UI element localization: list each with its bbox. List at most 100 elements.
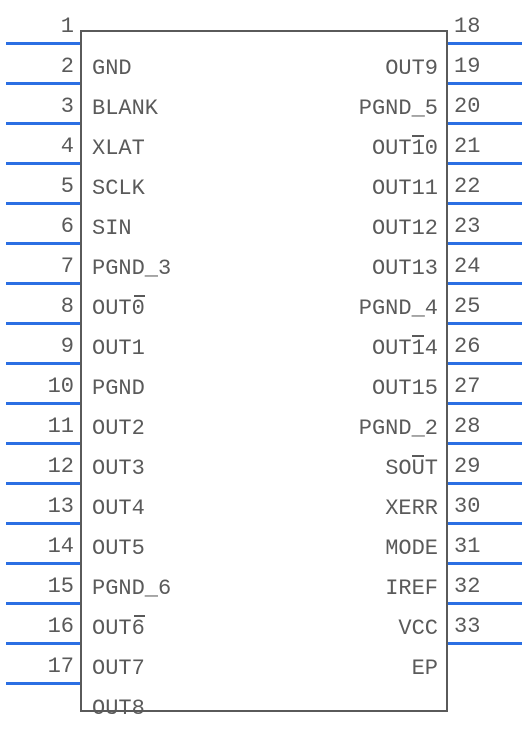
pin-label: XERR (384, 496, 438, 521)
pin-lead (448, 242, 522, 245)
overline (134, 615, 146, 617)
pin-number: 27 (454, 374, 480, 399)
pin-lead (6, 282, 80, 285)
pin-label: SCLK (92, 176, 145, 201)
pin-label: SOUT (384, 456, 438, 481)
pin-lead (6, 322, 80, 325)
pin-label: PGND_2 (357, 416, 438, 441)
pin-label: OUT2 (92, 416, 145, 441)
pin-label: EP (411, 656, 438, 681)
pin-number: 30 (454, 494, 480, 519)
pin-number: 13 (48, 494, 74, 519)
pin-number: 26 (454, 334, 480, 359)
pin-label: OUT3 (92, 456, 145, 481)
pin-number: 33 (454, 614, 480, 639)
pin-label: PGND (92, 376, 145, 401)
pin-lead (6, 522, 80, 525)
pin-lead (448, 282, 522, 285)
pin-number: 1 (61, 14, 74, 39)
pin-label: PGND_4 (357, 296, 438, 321)
pin-label: OUT7 (92, 656, 145, 681)
pin-lead (6, 402, 80, 405)
overline (412, 455, 424, 457)
pin-number: 7 (61, 254, 74, 279)
pin-label: PGND_6 (92, 576, 171, 601)
pin-lead (448, 322, 522, 325)
pin-number: 21 (454, 134, 480, 159)
pin-label: MODE (384, 536, 438, 561)
chip-body (80, 30, 448, 712)
pin-label: OUT4 (92, 496, 145, 521)
pin-number: 29 (454, 454, 480, 479)
pin-label: OUT15 (371, 376, 439, 401)
pin-number: 6 (61, 214, 74, 239)
pin-lead (6, 482, 80, 485)
pin-number: 2 (61, 54, 74, 79)
pin-number: 17 (48, 654, 74, 679)
pin-lead (6, 82, 80, 85)
pin-label: OUT13 (371, 256, 439, 281)
pin-label: PGND_5 (357, 96, 438, 121)
pin-label: XLAT (92, 136, 145, 161)
pin-label: OUT8 (92, 696, 145, 721)
pin-lead (6, 562, 80, 565)
pin-lead (448, 162, 522, 165)
pin-label: OUT1 (92, 336, 145, 361)
ic-pinout-diagram: { "canvas": { "width": 528, "height": 73… (0, 0, 528, 732)
pin-number: 24 (454, 254, 480, 279)
pin-lead (6, 162, 80, 165)
pin-number: 5 (61, 174, 74, 199)
pin-label: IREF (384, 576, 438, 601)
pin-lead (6, 682, 80, 685)
pin-lead (448, 402, 522, 405)
pin-lead (6, 122, 80, 125)
pin-number: 18 (454, 14, 480, 39)
pin-number: 8 (61, 294, 74, 319)
pin-lead (6, 242, 80, 245)
pin-lead (448, 482, 522, 485)
overline (412, 135, 424, 137)
pin-label: OUT14 (371, 336, 439, 361)
pin-number: 32 (454, 574, 480, 599)
overline (134, 295, 146, 297)
pin-label: OUT10 (371, 136, 439, 161)
pin-number: 10 (48, 374, 74, 399)
pin-label: OUT12 (371, 216, 439, 241)
pin-lead (6, 642, 80, 645)
pin-number: 12 (48, 454, 74, 479)
pin-number: 22 (454, 174, 480, 199)
pin-label: OUT5 (92, 536, 145, 561)
pin-lead (448, 82, 522, 85)
pin-lead (6, 442, 80, 445)
pin-lead (448, 562, 522, 565)
pin-label: OUT0 (92, 296, 145, 321)
pin-label: OUT6 (92, 616, 145, 641)
pin-number: 9 (61, 334, 74, 359)
pin-number: 4 (61, 134, 74, 159)
pin-number: 11 (48, 414, 74, 439)
pin-number: 31 (454, 534, 480, 559)
pin-label: OUT9 (384, 56, 438, 81)
pin-number: 23 (454, 214, 480, 239)
pin-lead (448, 522, 522, 525)
pin-lead (448, 202, 522, 205)
pin-lead (448, 642, 522, 645)
overline (412, 335, 424, 337)
pin-number: 25 (454, 294, 480, 319)
pin-number: 20 (454, 94, 480, 119)
pin-lead (6, 602, 80, 605)
pin-lead (6, 202, 80, 205)
pin-number: 3 (61, 94, 74, 119)
pin-lead (448, 362, 522, 365)
pin-lead (448, 442, 522, 445)
pin-lead (448, 42, 522, 45)
pin-lead (448, 122, 522, 125)
pin-number: 16 (48, 614, 74, 639)
pin-number: 15 (48, 574, 74, 599)
pin-number: 14 (48, 534, 74, 559)
pin-label: PGND_3 (92, 256, 171, 281)
pin-label: OUT11 (371, 176, 439, 201)
pin-label: SIN (92, 216, 132, 241)
pin-number: 19 (454, 54, 480, 79)
pin-label: VCC (398, 616, 439, 641)
